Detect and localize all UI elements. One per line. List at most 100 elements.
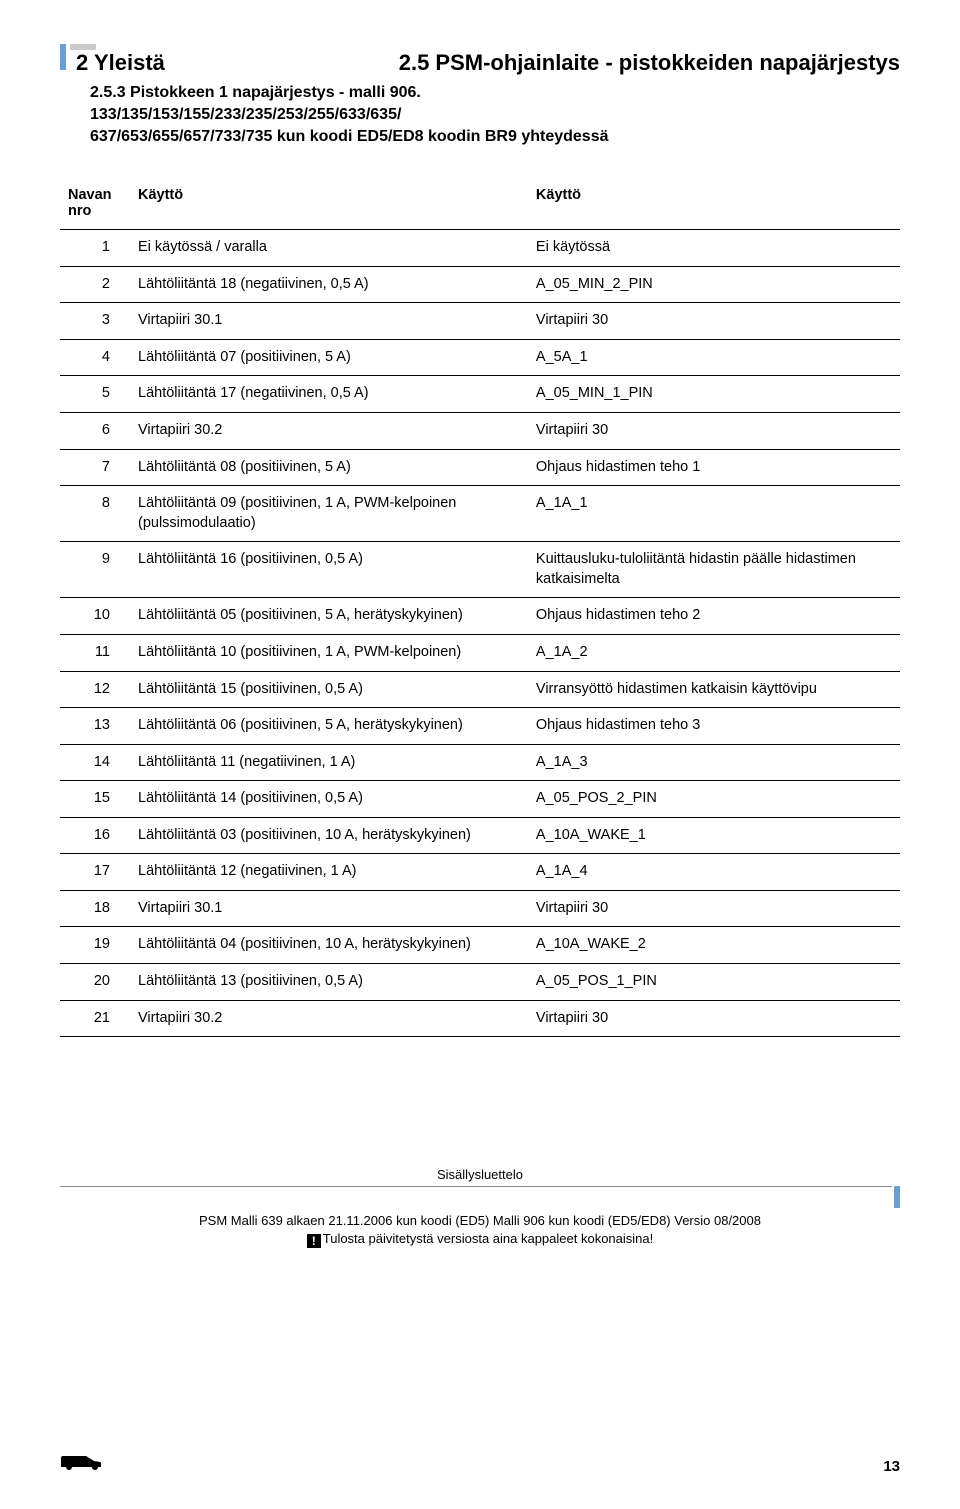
cell-use2: A_1A_1 [528,486,900,542]
table-row: 9Lähtöliitäntä 16 (positiivinen, 0,5 A)K… [60,542,900,598]
cell-nro: 7 [60,449,130,486]
cell-use1: Lähtöliitäntä 03 (positiivinen, 10 A, he… [130,817,528,854]
table-row: 17Lähtöliitäntä 12 (negatiivinen, 1 A)A_… [60,854,900,891]
cell-nro: 19 [60,927,130,964]
cell-use1: Lähtöliitäntä 05 (positiivinen, 5 A, her… [130,598,528,635]
footer-line1: PSM Malli 639 alkaen 21.11.2006 kun kood… [199,1213,761,1228]
cell-nro: 17 [60,854,130,891]
cell-nro: 12 [60,671,130,708]
cell-use1: Lähtöliitäntä 07 (positiivinen, 5 A) [130,339,528,376]
table-row: 5Lähtöliitäntä 17 (negatiivinen, 0,5 A)A… [60,376,900,413]
cell-use1: Virtapiiri 30.2 [130,1000,528,1037]
footer-blue-tick [894,1186,900,1208]
cell-use2: Virtapiiri 30 [528,890,900,927]
table-header-row: Navan nro Käyttö Käyttö [60,177,900,230]
cell-nro: 6 [60,413,130,450]
cell-use1: Lähtöliitäntä 15 (positiivinen, 0,5 A) [130,671,528,708]
cell-use2: A_05_POS_1_PIN [528,964,900,1001]
cell-nro: 21 [60,1000,130,1037]
table-row: 6Virtapiiri 30.2Virtapiiri 30 [60,413,900,450]
cell-use2: A_1A_4 [528,854,900,891]
cell-use2: A_5A_1 [528,339,900,376]
table-row: 19Lähtöliitäntä 04 (positiivinen, 10 A, … [60,927,900,964]
cell-use1: Lähtöliitäntä 14 (positiivinen, 0,5 A) [130,781,528,818]
corner-blue-tick [60,44,66,70]
cell-use1: Lähtöliitäntä 13 (positiivinen, 0,5 A) [130,964,528,1001]
cell-nro: 15 [60,781,130,818]
footer-rule [60,1186,900,1208]
table-row: 21Virtapiiri 30.2Virtapiiri 30 [60,1000,900,1037]
cell-use2: A_05_MIN_1_PIN [528,376,900,413]
page-header: 2 Yleistä 2.5 PSM-ohjainlaite - pistokke… [60,28,900,76]
cell-use1: Lähtöliitäntä 12 (negatiivinen, 1 A) [130,854,528,891]
cell-use1: Lähtöliitäntä 16 (positiivinen, 0,5 A) [130,542,528,598]
cell-use1: Lähtöliitäntä 11 (negatiivinen, 1 A) [130,744,528,781]
toc-link[interactable]: Sisällysluettelo [60,1167,900,1182]
cell-nro: 5 [60,376,130,413]
cell-nro: 14 [60,744,130,781]
table-row: 1Ei käytössä / varallaEi käytössä [60,230,900,267]
table-row: 13Lähtöliitäntä 06 (positiivinen, 5 A, h… [60,708,900,745]
cell-use2: A_05_POS_2_PIN [528,781,900,818]
cell-nro: 10 [60,598,130,635]
col-header-nro-a: Navan [68,187,112,203]
col-header-use2: Käyttö [528,177,900,230]
table-row: 14Lähtöliitäntä 11 (negatiivinen, 1 A)A_… [60,744,900,781]
section-title: 2.5 PSM-ohjainlaite - pistokkeiden napaj… [165,28,900,76]
cell-use2: Ohjaus hidastimen teho 2 [528,598,900,635]
cell-nro: 4 [60,339,130,376]
col-header-nro-b: nro [68,203,91,219]
table-row: 7Lähtöliitäntä 08 (positiivinen, 5 A)Ohj… [60,449,900,486]
cell-nro: 13 [60,708,130,745]
cell-use2: A_1A_3 [528,744,900,781]
table-row: 20Lähtöliitäntä 13 (positiivinen, 0,5 A)… [60,964,900,1001]
table-row: 2Lähtöliitäntä 18 (negatiivinen, 0,5 A)A… [60,266,900,303]
cell-nro: 1 [60,230,130,267]
cell-use2: Virtapiiri 30 [528,413,900,450]
footer-text: PSM Malli 639 alkaen 21.11.2006 kun kood… [60,1212,900,1248]
cell-nro: 3 [60,303,130,340]
cell-use2: A_10A_WAKE_2 [528,927,900,964]
cell-nro: 20 [60,964,130,1001]
footer-line2: Tulosta päivitetystä versiosta aina kapp… [323,1231,653,1246]
table-row: 16Lähtöliitäntä 03 (positiivinen, 10 A, … [60,817,900,854]
cell-use2: Ohjaus hidastimen teho 1 [528,449,900,486]
cell-nro: 18 [60,890,130,927]
cell-use1: Lähtöliitäntä 08 (positiivinen, 5 A) [130,449,528,486]
van-icon [60,1453,102,1473]
cell-use1: Lähtöliitäntä 10 (positiivinen, 1 A, PWM… [130,634,528,671]
page-footer: Sisällysluettelo PSM Malli 639 alkaen 21… [60,1167,900,1248]
cell-use2: A_10A_WAKE_1 [528,817,900,854]
col-header-use1: Käyttö [130,177,528,230]
table-row: 11Lähtöliitäntä 10 (positiivinen, 1 A, P… [60,634,900,671]
cell-use2: Virtapiiri 30 [528,303,900,340]
cell-use1: Lähtöliitäntä 04 (positiivinen, 10 A, he… [130,927,528,964]
table-row: 12Lähtöliitäntä 15 (positiivinen, 0,5 A)… [60,671,900,708]
cell-nro: 8 [60,486,130,542]
cell-use1: Lähtöliitäntä 18 (negatiivinen, 0,5 A) [130,266,528,303]
cell-nro: 16 [60,817,130,854]
pin-table: Navan nro Käyttö Käyttö 1Ei käytössä / v… [60,177,900,1037]
subsection-models: 133/135/153/155/233/235/253/255/633/635/… [90,104,900,147]
table-row: 3Virtapiiri 30.1Virtapiiri 30 [60,303,900,340]
cell-use2: A_1A_2 [528,634,900,671]
cell-use1: Lähtöliitäntä 17 (negatiivinen, 0,5 A) [130,376,528,413]
cell-use1: Virtapiiri 30.2 [130,413,528,450]
warning-icon: ! [307,1234,321,1248]
col-header-nro: Navan nro [60,177,130,230]
models-line1: 133/135/153/155/233/235/253/255/633/635/ [90,106,401,123]
cell-use1: Virtapiiri 30.1 [130,890,528,927]
table-row: 15Lähtöliitäntä 14 (positiivinen, 0,5 A)… [60,781,900,818]
table-row: 10Lähtöliitäntä 05 (positiivinen, 5 A, h… [60,598,900,635]
section-number: 2 Yleistä [70,50,165,76]
cell-use2: Virtapiiri 30 [528,1000,900,1037]
cell-use2: Kuittausluku-tuloliitäntä hidastin pääll… [528,542,900,598]
table-row: 18Virtapiiri 30.1Virtapiiri 30 [60,890,900,927]
cell-use1: Ei käytössä / varalla [130,230,528,267]
subsection-line: 2.5.3 Pistokkeen 1 napajärjestys - malli… [90,84,900,102]
table-row: 4Lähtöliitäntä 07 (positiivinen, 5 A)A_5… [60,339,900,376]
cell-nro: 9 [60,542,130,598]
cell-use2: Virransyöttö hidastimen katkaisin käyttö… [528,671,900,708]
cell-nro: 11 [60,634,130,671]
cell-use2: Ohjaus hidastimen teho 3 [528,708,900,745]
